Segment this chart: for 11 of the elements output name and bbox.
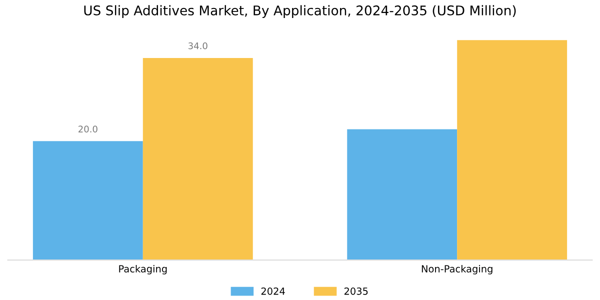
bar — [457, 40, 568, 260]
legend-label: 2024 — [261, 288, 285, 295]
x-tick-label: Packaging — [119, 264, 167, 274]
x-tick-label: Non-Packaging — [422, 264, 492, 274]
bar — [142, 58, 253, 260]
legend-label: 2035 — [344, 288, 368, 295]
data-label: 34.0 — [188, 42, 208, 50]
data-label: 20.0 — [78, 126, 98, 132]
chart-title: US Slip Additives Market, By Application, 2024-2035 (USD Million) — [84, 5, 516, 18]
bar — [347, 129, 458, 260]
bar — [32, 141, 143, 260]
